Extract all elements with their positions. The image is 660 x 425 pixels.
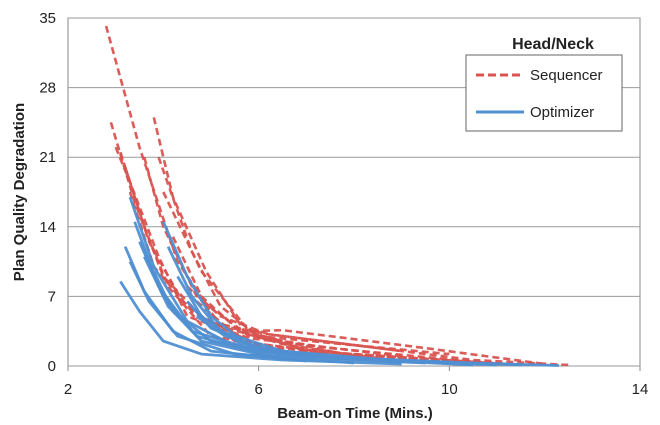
optimizer-line <box>143 255 426 365</box>
series-layer <box>104 25 569 367</box>
sequencer-line <box>186 285 402 353</box>
legend-title: Head/Neck <box>512 36 594 53</box>
y-axis-title: Plan Quality Degradation <box>11 103 28 281</box>
y-tick-label: 28 <box>39 80 56 97</box>
x-tick-label: 14 <box>632 381 649 398</box>
legend: Head/Neck Sequencer Optimizer <box>465 36 623 132</box>
x-tick-label: 2 <box>64 381 72 398</box>
x-tick-label: 10 <box>441 381 458 398</box>
sequencer-line <box>162 191 507 366</box>
legend-box <box>465 54 623 132</box>
optimizer-line <box>195 315 402 364</box>
legend-label-sequencer: Sequencer <box>530 67 603 84</box>
y-tick-label: 21 <box>39 149 56 166</box>
y-tick-label: 0 <box>48 358 56 375</box>
y-tick-label: 35 <box>39 10 56 27</box>
legend-label-optimizer: Optimizer <box>530 104 594 121</box>
x-axis-title: Beam-on Time (Mins.) <box>277 405 433 422</box>
axis-layer: Beam-on Time (Mins.) Plan Quality Degrad… <box>11 10 648 422</box>
sequencer-line <box>157 156 450 356</box>
x-tick-label: 6 <box>254 381 262 398</box>
y-tick-label: 7 <box>48 288 56 305</box>
sequencer-line <box>171 236 331 358</box>
sequencer-line <box>195 300 355 358</box>
y-tick-label: 14 <box>39 219 56 236</box>
